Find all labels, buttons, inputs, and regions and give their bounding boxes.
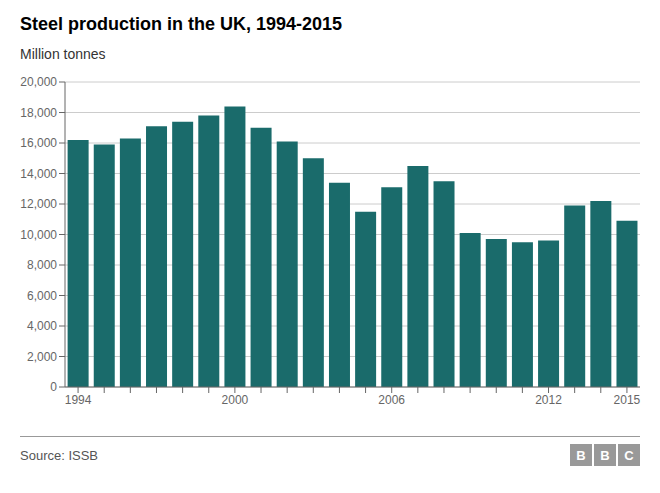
html-text:B: B	[576, 447, 586, 463]
html-text:B: B	[600, 447, 610, 463]
svg-text:8,000: 8,000	[27, 258, 57, 272]
svg-text:4,000: 4,000	[27, 319, 57, 333]
html-text:Million tonnes: Million tonnes	[20, 46, 106, 62]
html-text:Source: ISSB: Source: ISSB	[20, 448, 98, 463]
svg-text:2,000: 2,000	[27, 350, 57, 364]
svg-text:2000: 2000	[222, 393, 249, 407]
svg-text:18,000: 18,000	[20, 106, 57, 120]
svg-text:2015: 2015	[614, 393, 641, 407]
svg-text:10,000: 10,000	[20, 228, 57, 242]
svg-text:2012: 2012	[535, 393, 562, 407]
svg-text:0: 0	[50, 380, 57, 394]
svg-text:6,000: 6,000	[27, 289, 57, 303]
svg-text:2006: 2006	[378, 393, 405, 407]
html-text:C: C	[624, 447, 634, 463]
html-text:Steel production in the UK, 19: Steel production in the UK, 1994-2015	[20, 14, 343, 34]
svg-text:20,000: 20,000	[20, 75, 57, 89]
svg-text:12,000: 12,000	[20, 197, 57, 211]
svg-text:16,000: 16,000	[20, 136, 57, 150]
svg-text:1994: 1994	[65, 393, 92, 407]
svg-text:14,000: 14,000	[20, 167, 57, 181]
